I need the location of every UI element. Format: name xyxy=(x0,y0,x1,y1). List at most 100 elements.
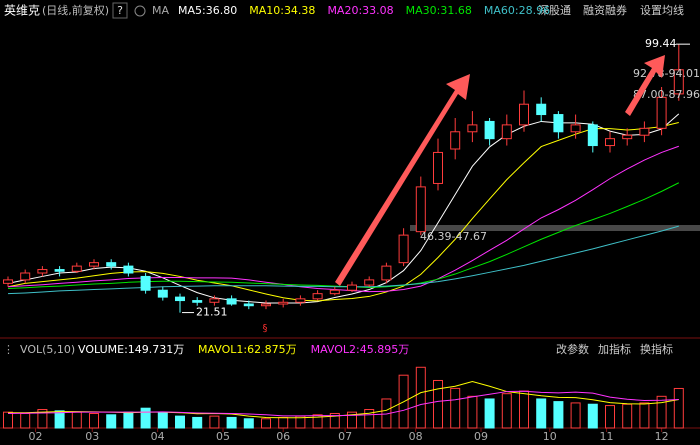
volume-bar xyxy=(261,418,271,429)
candle-body xyxy=(347,284,357,291)
volume-bar xyxy=(329,412,340,429)
candle-body xyxy=(54,269,65,272)
volume-bar xyxy=(312,414,323,429)
help-box[interactable] xyxy=(112,2,128,19)
high-label: 99.44 xyxy=(645,37,677,50)
vol-menu[interactable]: ⋮ xyxy=(3,343,14,356)
candle-body xyxy=(175,296,185,302)
ma-button[interactable]: MA xyxy=(152,4,169,17)
vol-label: VOLUME:149.731万 xyxy=(78,343,184,356)
volume-bar xyxy=(450,387,461,429)
candle-body xyxy=(157,289,168,298)
candle-body xyxy=(553,114,564,133)
legend-entry: MAVOL2:45.895万 xyxy=(311,343,410,356)
candle-body xyxy=(71,265,82,272)
volume-bar xyxy=(175,415,185,429)
volume-bar xyxy=(71,411,82,429)
vol-title: VOL(5,10) xyxy=(20,343,75,356)
volume-bar xyxy=(347,411,357,429)
x-tick-label: 09 xyxy=(474,430,488,443)
range-label: 87.00-87.96 xyxy=(633,88,700,101)
volume-bar xyxy=(3,411,13,429)
trend-arrow xyxy=(625,55,665,116)
volume-bar xyxy=(553,401,564,429)
volume-bar xyxy=(519,390,529,429)
margin[interactable]: 融资融券 xyxy=(583,3,627,17)
candle-body xyxy=(639,127,650,136)
x-tick-label: 05 xyxy=(216,430,230,443)
volume-bar xyxy=(140,407,151,429)
stock-name: 英维克 xyxy=(4,4,40,18)
volume-bar xyxy=(54,410,65,429)
candle-body xyxy=(192,300,203,303)
set-ma[interactable]: 设置均线 xyxy=(640,3,684,17)
candle-body xyxy=(467,124,478,133)
candle-body xyxy=(364,279,375,286)
range-label: 46.39-47.67 xyxy=(420,230,487,243)
legend-entry: MA5:36.80 xyxy=(178,4,237,17)
volume-bar xyxy=(536,398,547,429)
candle-body xyxy=(570,124,581,133)
candle-body xyxy=(415,186,426,233)
add-indicator[interactable]: 加指标 xyxy=(598,342,631,356)
candle-body xyxy=(243,303,254,307)
volume-bar xyxy=(639,402,650,429)
trend-arrow xyxy=(335,74,470,286)
candle-body xyxy=(261,303,271,307)
change-params[interactable]: 改参数 xyxy=(556,342,589,356)
candle-body xyxy=(484,120,495,140)
ma-line xyxy=(7,121,679,302)
volume-bar xyxy=(433,379,443,429)
x-tick-label: 04 xyxy=(151,430,165,443)
switch-indicator[interactable]: 换指标 xyxy=(640,342,673,356)
ma-line xyxy=(7,145,679,293)
ma-line xyxy=(7,390,679,417)
x-tick-label: 12 xyxy=(655,430,669,443)
low-label: 21.51 xyxy=(196,306,228,319)
volume-bar xyxy=(106,414,117,429)
legend-entry: MA30:31.68 xyxy=(406,4,472,17)
hk-connect[interactable]: 深股通 xyxy=(538,4,571,17)
candle-body xyxy=(519,103,529,126)
volume-bar xyxy=(157,411,168,429)
legend-entry: MAVOL1:62.875万 xyxy=(198,343,297,356)
settings-icon[interactable] xyxy=(134,5,146,17)
candle-body xyxy=(605,138,615,147)
candle-body xyxy=(295,298,306,303)
candle-body xyxy=(433,151,443,184)
candle-body xyxy=(3,279,13,284)
candle-body xyxy=(329,289,340,295)
volume-bar xyxy=(278,416,289,429)
candle-body xyxy=(312,293,323,300)
candle-body xyxy=(37,269,48,274)
range-label: 92.78-94.01 xyxy=(633,67,700,80)
candle-body xyxy=(123,265,134,274)
x-tick-label: 06 xyxy=(276,430,290,443)
volume-bar xyxy=(605,405,615,429)
help[interactable]: ? xyxy=(117,4,123,17)
x-tick-label: 08 xyxy=(409,430,423,443)
volume-bar xyxy=(622,403,633,429)
legend-entry: MA60:28.96 xyxy=(484,4,550,17)
x-tick-label: 11 xyxy=(600,430,614,443)
candle-body xyxy=(398,234,409,264)
volume-bar xyxy=(226,416,237,429)
x-tick-label: 10 xyxy=(543,430,557,443)
volume-bar xyxy=(587,403,598,429)
volume-bar xyxy=(89,412,99,429)
volume-bar xyxy=(656,395,667,429)
x-tick-label: 02 xyxy=(29,430,43,443)
volume-bar xyxy=(192,416,203,429)
candle-body xyxy=(20,272,31,281)
candle-body xyxy=(536,103,547,116)
candle-body xyxy=(622,134,633,140)
ma-line xyxy=(7,113,680,304)
volume-bar xyxy=(570,402,581,429)
mode: (日线,前复权) xyxy=(42,3,109,17)
candle-body xyxy=(209,298,220,303)
candle-body xyxy=(501,124,512,140)
legend-entry: MA10:34.38 xyxy=(249,4,315,17)
x-tick-label: 07 xyxy=(338,430,352,443)
volume-bar xyxy=(37,409,48,429)
